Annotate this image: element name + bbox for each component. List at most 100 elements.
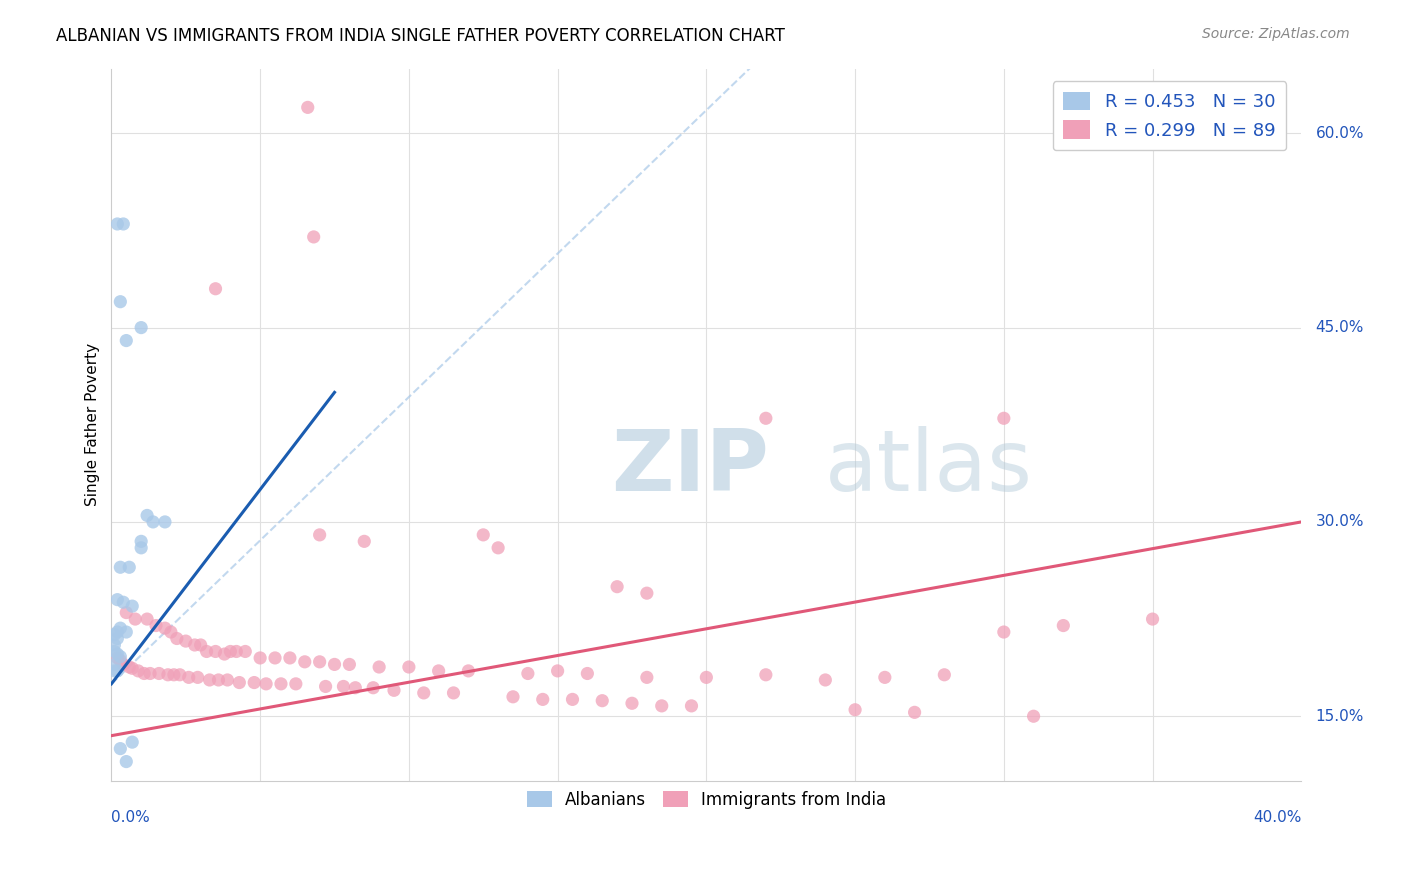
Point: [427, 664, 450, 678]
Point: [651, 698, 673, 713]
Point: [156, 667, 179, 681]
Point: [195, 644, 218, 658]
Point: [353, 534, 375, 549]
Point: [315, 680, 337, 694]
Point: [177, 670, 200, 684]
Point: [844, 703, 866, 717]
Text: 0.0%: 0.0%: [111, 810, 150, 824]
Point: [531, 692, 554, 706]
Point: [118, 660, 141, 674]
Text: atlas: atlas: [825, 426, 1033, 509]
Point: [591, 694, 613, 708]
Point: [308, 655, 330, 669]
Point: [134, 666, 156, 681]
Point: [332, 680, 354, 694]
Point: [636, 586, 658, 600]
Point: [103, 664, 125, 678]
Point: [294, 655, 316, 669]
Text: ZIP: ZIP: [612, 426, 769, 509]
Point: [115, 334, 138, 348]
Point: [264, 651, 287, 665]
Point: [344, 681, 367, 695]
Point: [115, 755, 138, 769]
Point: [323, 657, 346, 672]
Text: 40.0%: 40.0%: [1253, 810, 1302, 824]
Point: [814, 673, 837, 687]
Point: [254, 677, 277, 691]
Point: [207, 673, 229, 687]
Point: [127, 664, 149, 678]
Point: [1022, 709, 1045, 723]
Point: [118, 560, 141, 574]
Point: [103, 657, 125, 672]
Point: [398, 660, 420, 674]
Point: [993, 411, 1015, 425]
Point: [1142, 612, 1164, 626]
Point: [115, 606, 138, 620]
Point: [136, 508, 159, 523]
Point: [166, 632, 188, 646]
Point: [142, 515, 165, 529]
Point: [361, 681, 384, 695]
Point: [278, 651, 301, 665]
Text: 30.0%: 30.0%: [1316, 515, 1364, 530]
Point: [105, 217, 128, 231]
Point: [561, 692, 583, 706]
Point: [681, 698, 703, 713]
Point: [228, 675, 250, 690]
Text: Source: ZipAtlas.com: Source: ZipAtlas.com: [1202, 27, 1350, 41]
Point: [103, 627, 125, 641]
Point: [576, 666, 599, 681]
Point: [606, 580, 628, 594]
Point: [121, 735, 143, 749]
Point: [1052, 618, 1074, 632]
Text: 60.0%: 60.0%: [1316, 126, 1364, 141]
Point: [993, 625, 1015, 640]
Point: [636, 670, 658, 684]
Point: [472, 528, 495, 542]
Point: [129, 320, 152, 334]
Point: [105, 632, 128, 646]
Point: [190, 638, 212, 652]
Point: [105, 625, 128, 640]
Point: [121, 661, 143, 675]
Legend: Albanians, Immigrants from India: Albanians, Immigrants from India: [520, 784, 893, 815]
Point: [110, 294, 132, 309]
Point: [148, 666, 170, 681]
Point: [198, 673, 221, 687]
Point: [233, 644, 256, 658]
Point: [136, 612, 159, 626]
Point: [112, 595, 135, 609]
Point: [308, 528, 330, 542]
Point: [183, 638, 205, 652]
Point: [225, 644, 247, 658]
Point: [110, 654, 132, 668]
Point: [121, 599, 143, 614]
Point: [110, 649, 132, 664]
Point: [110, 621, 132, 635]
Point: [217, 673, 239, 687]
Point: [153, 621, 176, 635]
Point: [547, 664, 569, 678]
Point: [368, 660, 391, 674]
Text: 45.0%: 45.0%: [1316, 320, 1364, 335]
Point: [112, 217, 135, 231]
Point: [105, 664, 128, 678]
Point: [873, 670, 896, 684]
Point: [112, 657, 135, 672]
Point: [214, 647, 236, 661]
Point: [174, 634, 197, 648]
Text: ALBANIAN VS IMMIGRANTS FROM INDIA SINGLE FATHER POVERTY CORRELATION CHART: ALBANIAN VS IMMIGRANTS FROM INDIA SINGLE…: [56, 27, 785, 45]
Point: [163, 667, 186, 681]
Point: [160, 625, 183, 640]
Point: [145, 618, 167, 632]
Point: [337, 657, 360, 672]
Point: [105, 592, 128, 607]
Point: [284, 677, 307, 691]
Point: [110, 560, 132, 574]
Point: [903, 706, 925, 720]
Point: [302, 230, 325, 244]
Point: [755, 411, 778, 425]
Point: [103, 644, 125, 658]
Point: [457, 664, 479, 678]
